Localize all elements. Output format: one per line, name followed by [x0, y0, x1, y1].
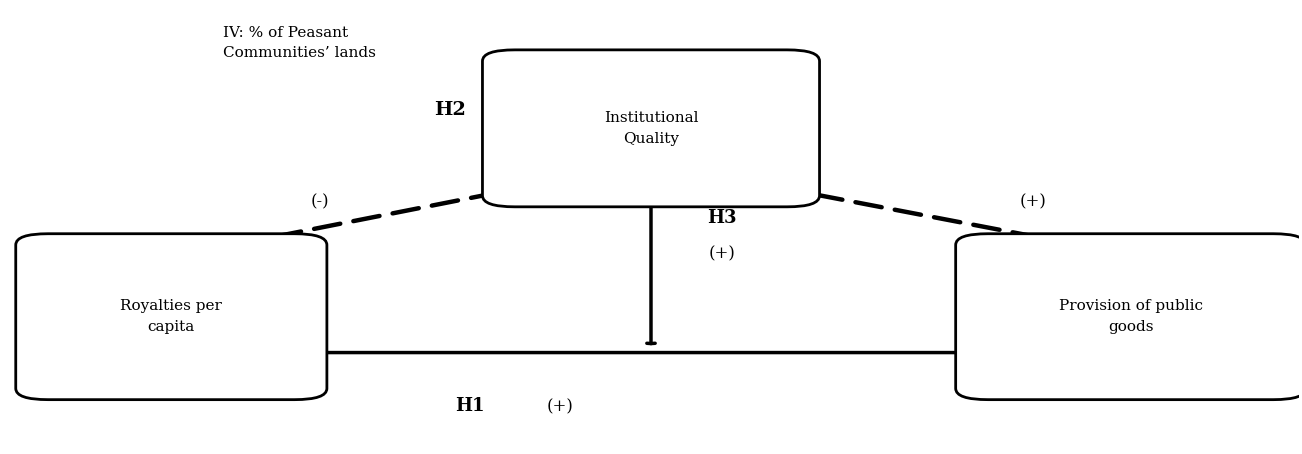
Text: (+): (+)	[708, 246, 736, 262]
Text: H3: H3	[707, 209, 737, 227]
Text: H1: H1	[454, 397, 484, 415]
Text: (-): (-)	[311, 194, 329, 211]
Text: Institutional
Quality: Institutional Quality	[604, 111, 698, 146]
FancyBboxPatch shape	[956, 234, 1302, 400]
FancyBboxPatch shape	[483, 50, 819, 207]
Text: Provision of public
goods: Provision of public goods	[1059, 299, 1203, 334]
Text: H2: H2	[434, 101, 466, 119]
Text: (+): (+)	[547, 398, 574, 415]
Text: Royalties per
capita: Royalties per capita	[120, 299, 223, 334]
Text: IV: % of Peasant
Communities’ lands: IV: % of Peasant Communities’ lands	[223, 26, 376, 60]
Text: (+): (+)	[1019, 194, 1047, 211]
FancyBboxPatch shape	[16, 234, 327, 400]
